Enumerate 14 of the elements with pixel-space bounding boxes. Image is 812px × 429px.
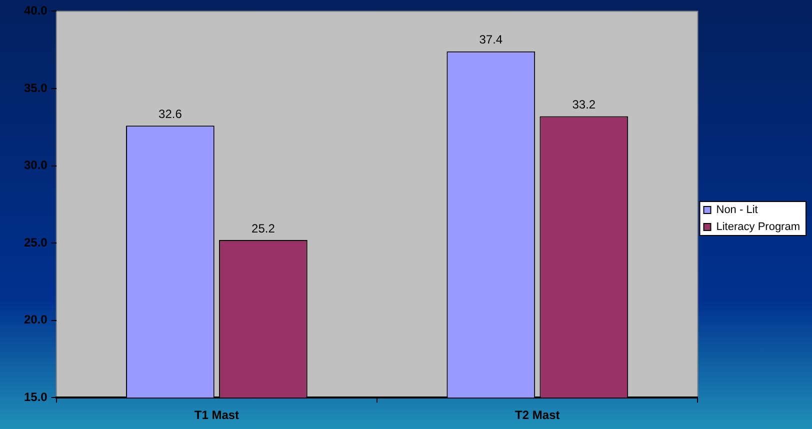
legend-label: Literacy Program — [716, 221, 800, 234]
x-tick-label: T1 Mast — [194, 408, 240, 422]
data-label: 37.4 — [479, 32, 503, 47]
y-tick-label: 20.0 — [24, 312, 48, 327]
y-tick-label: 25.0 — [24, 235, 48, 250]
y-tick-label: 35.0 — [24, 80, 48, 95]
x-tick-label: T2 Mast — [515, 408, 560, 422]
data-label: 25.2 — [252, 221, 276, 236]
y-tick-label: 40.0 — [24, 4, 48, 18]
data-label: 32.6 — [158, 106, 182, 121]
data-label: 33.2 — [572, 98, 596, 112]
y-tick-label: 30.0 — [24, 158, 48, 172]
y-tick-label: 15.0 — [24, 390, 48, 404]
legend-label: Non - Lit — [716, 204, 758, 216]
